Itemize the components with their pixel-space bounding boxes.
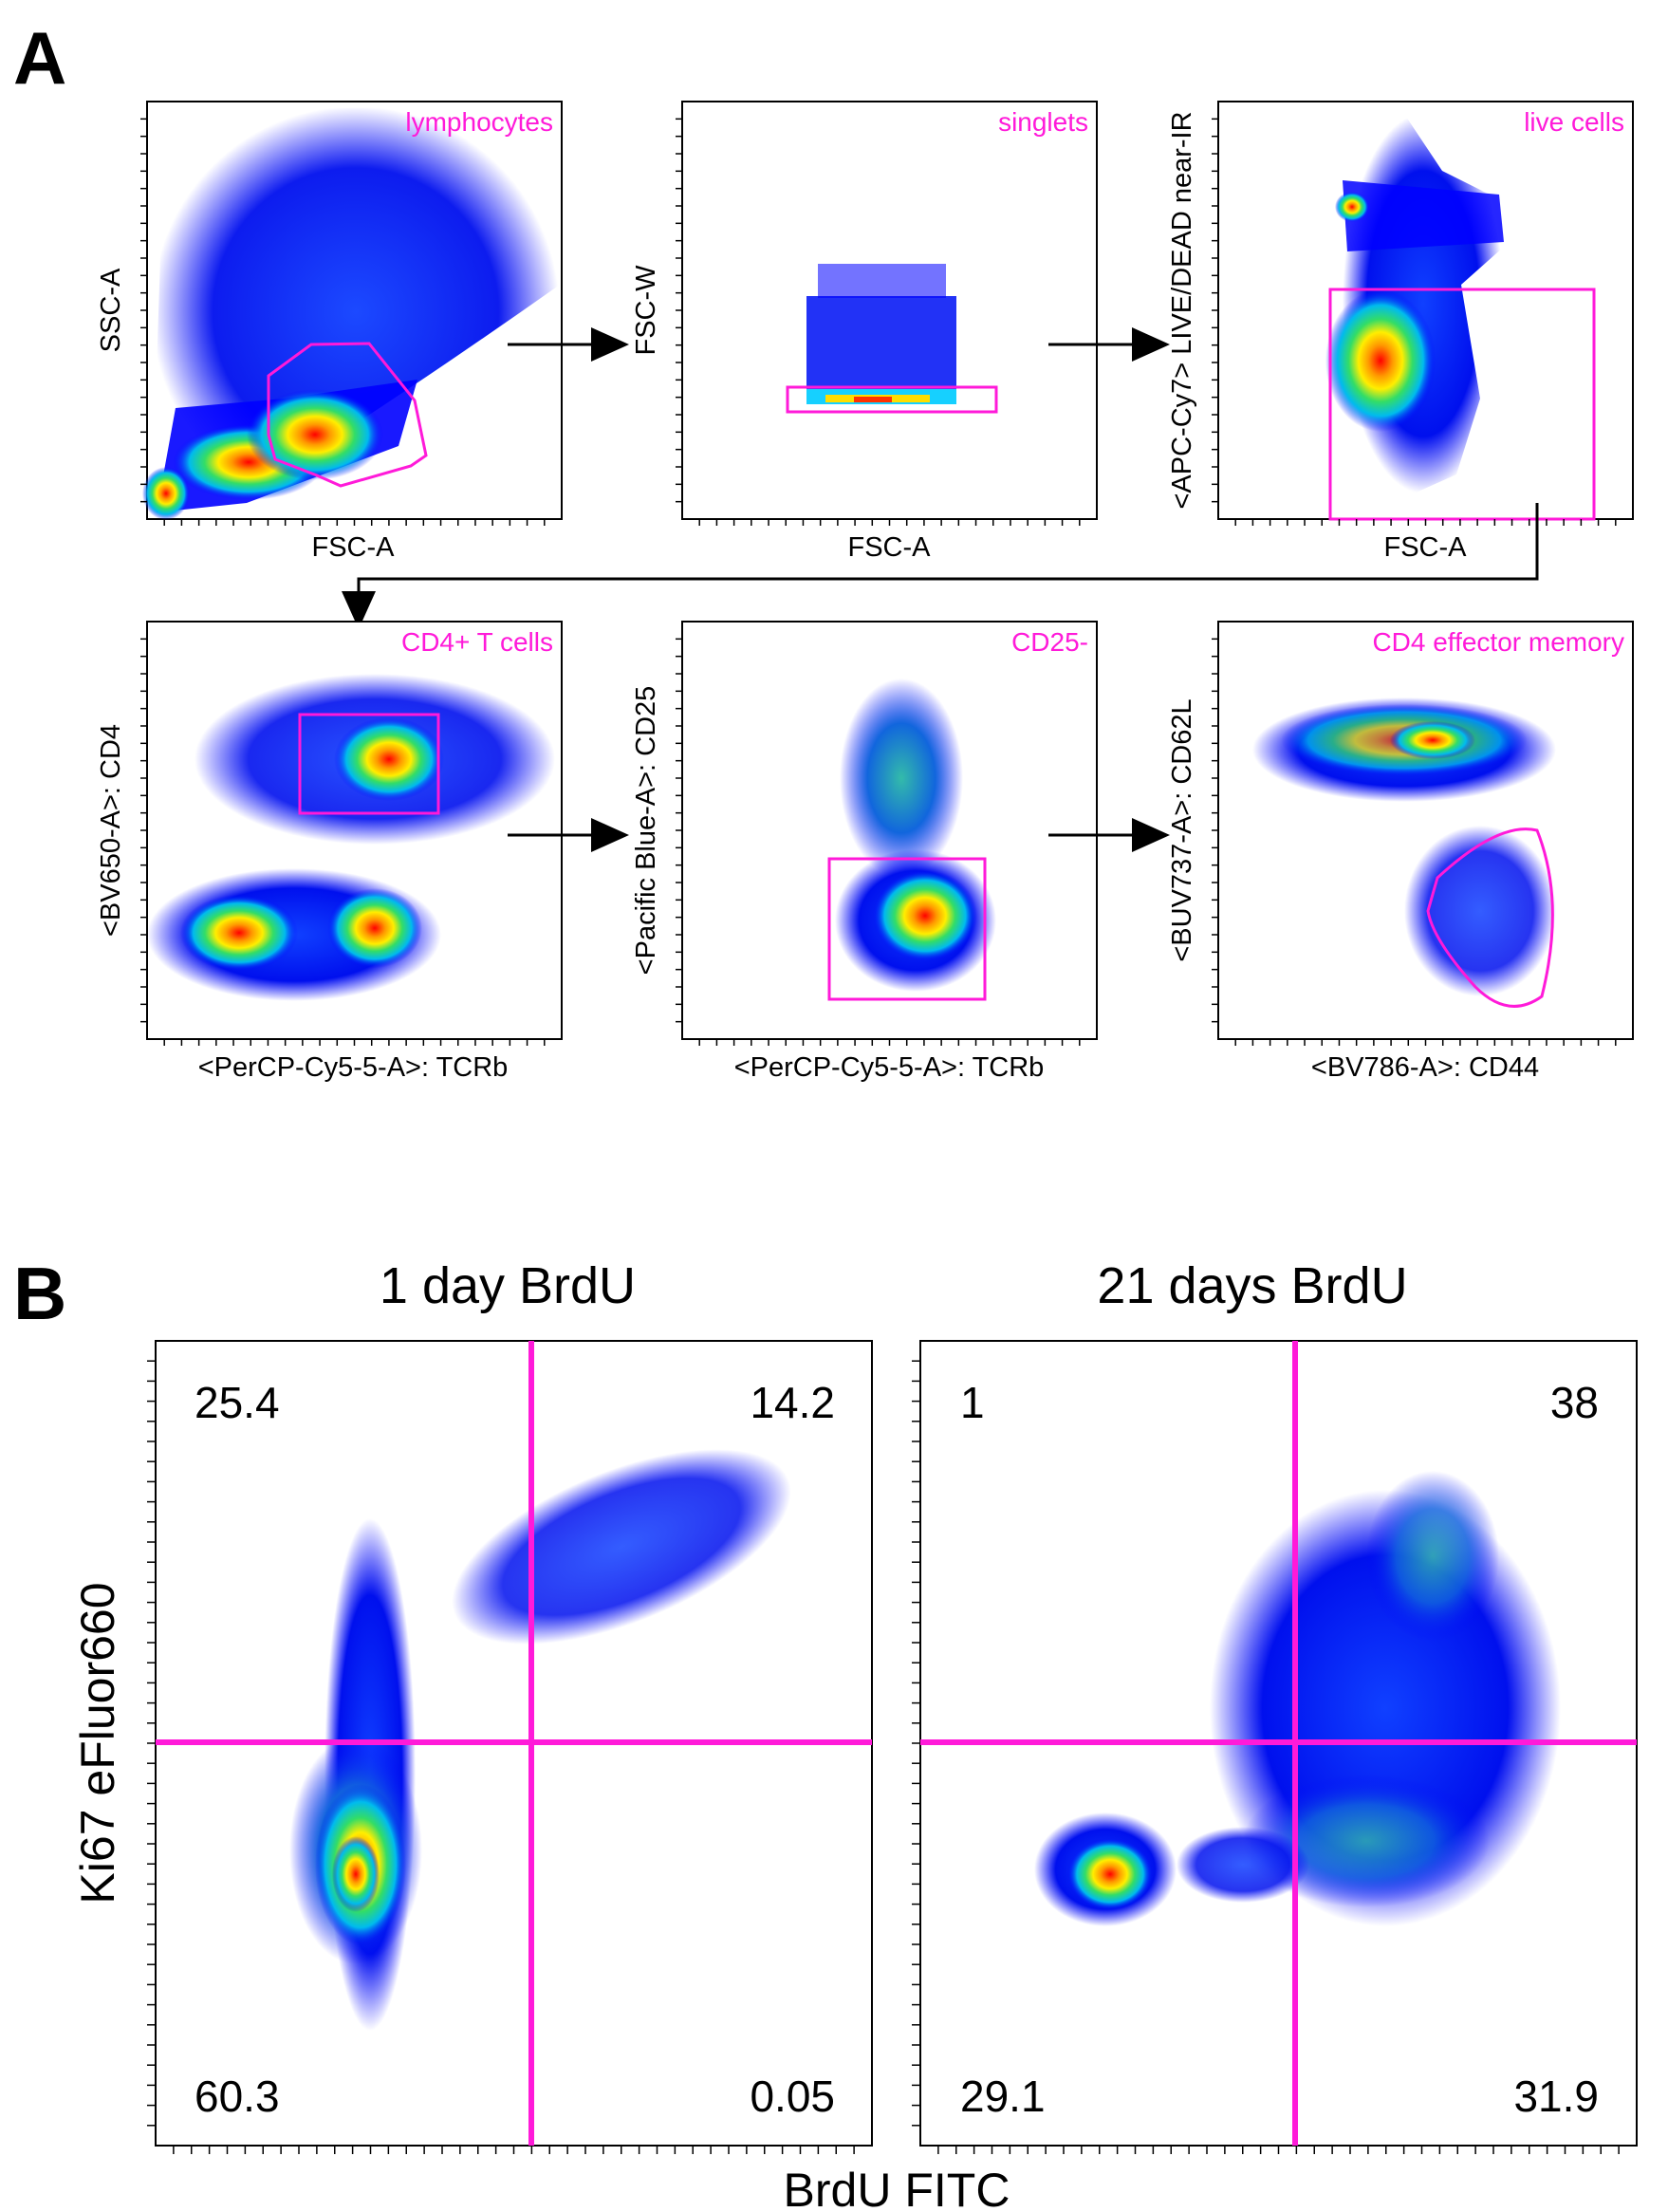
density-peak (1335, 192, 1369, 222)
quadrant-value-upper-right: 38 (1550, 1378, 1599, 1427)
density-peak (1390, 721, 1475, 759)
plot-live-cells: live cells FSC-A <APC-Cy7> LIVE/DEAD nea… (1167, 101, 1634, 563)
x-axis-label: FSC-A (312, 532, 396, 563)
arrow-right (508, 327, 629, 362)
plot-lymphocytes: lymphocytes FSC-A SSC-A (96, 101, 563, 563)
scatter-cloud (1343, 180, 1504, 251)
scatter-cloud (1177, 1827, 1309, 1903)
y-axis-label: <APC-Cy7> LIVE/DEAD near-IR (1167, 111, 1197, 509)
gate-label: lymphocytes (405, 107, 553, 137)
plot-1-day-brdu: 25.4 14.2 60.3 0.05 (155, 1340, 873, 2147)
quadrant-value-lower-left: 29.1 (960, 2072, 1046, 2121)
gate-label: CD25- (1011, 627, 1088, 657)
gate-rect (298, 713, 440, 815)
panel-b-x-axis-label: BrdU FITC (784, 2164, 1010, 2212)
x-axis-label: FSC-A (848, 532, 932, 563)
gate-rect (786, 385, 998, 414)
plot-21-days-brdu: 1 38 29.1 31.9 (919, 1340, 1638, 2147)
x-axis-label: FSC-A (1384, 532, 1468, 563)
plot-b1-title: 1 day BrdU (380, 1257, 636, 1314)
gate-rect (1328, 288, 1596, 521)
plot-frame (1217, 621, 1634, 1040)
plot-singlets: singlets FSC-A FSC-W (631, 101, 1098, 563)
scatter-cloud (806, 296, 956, 400)
scatter-cloud (1366, 1471, 1499, 1642)
gate-label: live cells (1524, 107, 1624, 137)
arrow-connector (342, 503, 1539, 629)
arrow-right (1048, 818, 1170, 852)
density-peak (1325, 289, 1436, 432)
x-axis-label: <PerCP-Cy5-5-A>: TCRb (198, 1052, 509, 1083)
plot-b2-title: 21 days BrdU (1097, 1257, 1407, 1314)
density-peak (332, 1836, 380, 1912)
arrow-right (1048, 327, 1170, 362)
x-axis-label: <PerCP-Cy5-5-A>: TCRb (734, 1052, 1045, 1083)
quadrant-value-upper-left: 1 (960, 1378, 985, 1427)
density-peak (247, 389, 383, 480)
panel-a-letter: A (13, 16, 66, 100)
scatter-cloud (840, 678, 963, 878)
scatter-cloud (452, 1449, 791, 1645)
y-axis-label: <BUV737-A>: CD62L (1167, 698, 1197, 961)
gate-polygon (1426, 827, 1554, 1008)
quadrant-value-lower-left: 60.3 (195, 2072, 280, 2121)
axis-ticks (140, 118, 1620, 2154)
density-band (854, 397, 892, 402)
plot-cd4-t-cells: CD4+ T cells <PerCP-Cy5-5-A>: TCRb <BV65… (96, 621, 563, 1083)
density-peak (327, 888, 422, 968)
density-peak (142, 467, 190, 520)
density-peak (334, 717, 444, 801)
panel-b-y-axis-label: Ki67 eFluor660 (71, 1582, 124, 1904)
gate-label: singlets (998, 107, 1088, 137)
density-peak (1067, 1838, 1153, 1910)
y-axis-label: <Pacific Blue-A>: CD25 (631, 686, 661, 976)
x-axis-label: <BV786-A>: CD44 (1311, 1052, 1539, 1083)
plot-cd4-effector-memory: CD4 effector memory <BV786-A>: CD44 <BUV… (1167, 621, 1634, 1083)
density-peak (180, 895, 298, 971)
y-axis-label: <BV650-A>: CD4 (96, 724, 126, 937)
plot-cd25-negative: CD25- <PerCP-Cy5-5-A>: TCRb <Pacific Blu… (631, 621, 1098, 1083)
gate-label: CD4+ T cells (401, 627, 553, 657)
arrow-right (508, 818, 629, 852)
density-peak (873, 870, 977, 961)
scatter-sparse (818, 264, 946, 298)
scatter-cloud (1404, 826, 1556, 996)
y-axis-label: FSC-W (631, 265, 661, 356)
gate-polygon (267, 342, 428, 488)
quadrant-value-upper-right: 14.2 (750, 1378, 835, 1427)
y-axis-label: SSC-A (96, 268, 126, 352)
quadrant-value-lower-right: 31.9 (1513, 2072, 1599, 2121)
gate-rect (827, 857, 987, 1001)
quadrant-value-lower-right: 0.05 (750, 2072, 835, 2121)
gate-label: CD4 effector memory (1372, 627, 1624, 657)
panel-b-letter: B (13, 1252, 66, 1335)
quadrant-value-upper-left: 25.4 (195, 1378, 280, 1427)
